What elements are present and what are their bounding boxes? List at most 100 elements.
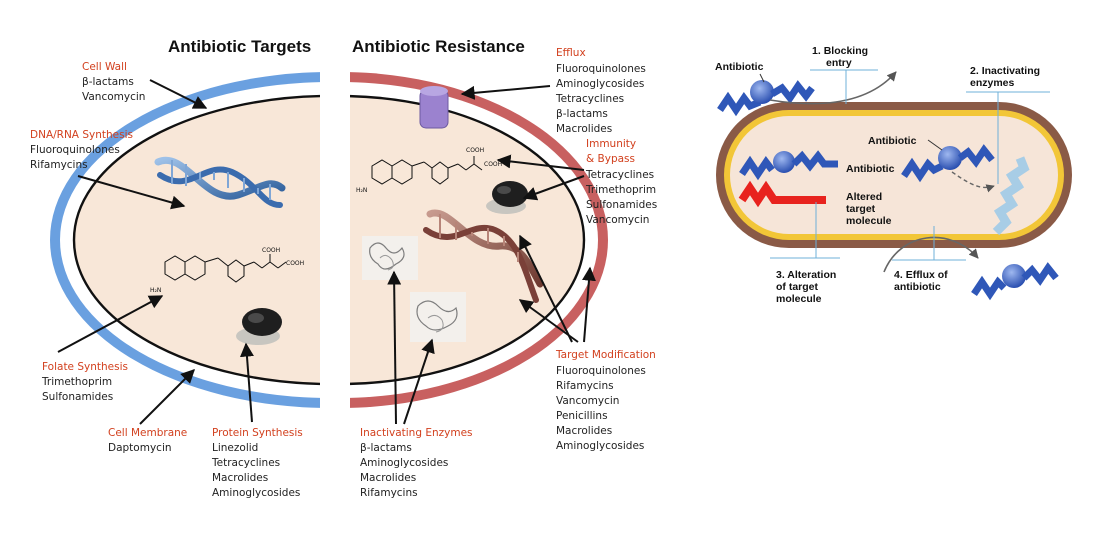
label-antibiotic-outside: Antibiotic — [715, 61, 764, 73]
item-efflux-4: Macrolides — [556, 123, 612, 135]
dna-red-icon — [423, 209, 544, 303]
label-antibiotic-target: Antibiotic — [846, 163, 895, 175]
item-immunity-3: Vancomycin — [586, 214, 649, 226]
label-target-mod: Target Modification — [555, 349, 656, 361]
enzyme-2-icon — [410, 292, 466, 342]
item-protein-2: Macrolides — [212, 472, 268, 484]
chem-nh2-right: H₂N — [356, 187, 367, 194]
antibiotic-molecule-effluxed-icon — [971, 262, 1059, 301]
label-efflux-word: Efflux of — [906, 269, 948, 281]
chem-cooh-right-2: COOH — [484, 161, 502, 168]
item-membrane-0: Daptomycin — [108, 442, 172, 454]
antibiotic-molecule-outside-icon — [717, 80, 815, 117]
label-inactivating-2: enzymes — [970, 77, 1015, 89]
altered-target-molecule-icon — [738, 180, 826, 208]
leader-antibiotic-outside — [759, 73, 765, 83]
item-target-mod-5: Aminoglycosides — [556, 440, 644, 452]
label-antibiotic-in-cell: Antibiotic — [868, 135, 917, 147]
label-membrane: Cell Membrane — [108, 427, 187, 439]
leader-antibiotic-in-cell — [927, 139, 943, 151]
label-alteration-word: Alteration — [787, 269, 836, 281]
label-alteration-num: 3. — [776, 269, 785, 281]
label-blocking-1: 1. Blocking — [812, 45, 868, 57]
label-dna-rna: DNA/RNA Synthesis — [30, 129, 133, 141]
label-alteration-3: molecule — [776, 293, 822, 305]
item-inactivating-1: Aminoglycosides — [360, 457, 448, 469]
item-efflux-2: Tetracyclines — [555, 93, 624, 105]
item-cell-wall-0: β-lactams — [82, 76, 134, 88]
item-protein-1: Tetracyclines — [211, 457, 280, 469]
chem-cooh-left-1: COOH — [262, 247, 280, 254]
resistance-arrows — [387, 85, 596, 425]
item-protein-3: Aminoglycosides — [212, 487, 300, 499]
ribosome-right-icon — [486, 181, 528, 214]
item-efflux-1: Aminoglycosides — [556, 78, 644, 90]
group-inactivating: Inactivating Enzymes β-lactams Aminoglyc… — [360, 427, 473, 499]
ribosome-icon — [236, 308, 282, 345]
efflux-pump-icon — [419, 86, 449, 129]
item-target-mod-3: Penicillins — [556, 410, 608, 422]
label-inactivating-1: 2. Inactivating — [970, 65, 1040, 77]
inactivated-antibiotic-icon — [992, 156, 1030, 236]
item-protein-0: Linezolid — [212, 442, 258, 454]
item-target-mod-2: Vancomycin — [556, 395, 619, 407]
group-immunity: Immunity & Bypass Tetracyclines Trimetho… — [585, 138, 657, 226]
enzyme-1-icon — [362, 236, 418, 280]
item-cell-wall-1: Vancomycin — [82, 91, 145, 103]
label-efflux-num: 4. — [894, 269, 903, 281]
item-folate-0: Trimethoprim — [41, 376, 112, 388]
chem-nh2-left: H₂N — [150, 287, 161, 294]
label-cell-wall: Cell Wall — [82, 61, 127, 73]
group-membrane: Cell Membrane Daptomycin — [108, 427, 187, 454]
label-altered-2: target — [846, 203, 876, 215]
group-efflux: Efflux Fluoroquinolones Aminoglycosides … — [555, 47, 646, 135]
item-efflux-0: Fluoroquinolones — [556, 63, 646, 75]
label-efflux-mech-2: antibiotic — [894, 281, 941, 293]
label-inactivating-num: 2. — [970, 65, 979, 77]
label-inactivating-word: Inactivating — [982, 65, 1040, 77]
targets-arrows — [57, 79, 254, 425]
item-dna-rna-1: Rifamycins — [30, 159, 88, 171]
folate-molecule-right-icon — [371, 156, 483, 185]
item-immunity-1: Trimethoprim — [585, 184, 656, 196]
item-target-mod-4: Macrolides — [556, 425, 612, 437]
efflux-arrow — [883, 236, 979, 273]
chem-cooh-right-1: COOH — [466, 147, 484, 154]
group-cell-wall: Cell Wall β-lactams Vancomycin — [82, 61, 145, 103]
bacterium-capsule — [716, 102, 1072, 248]
label-altered-3: molecule — [846, 215, 892, 227]
label-immunity-1: Immunity — [586, 138, 636, 150]
label-alteration-2: of target — [776, 281, 819, 293]
label-blocking-word: Blocking — [824, 45, 868, 57]
group-folate: Folate Synthesis Trimethoprim Sulfonamid… — [41, 361, 128, 403]
label-immunity-2: & Bypass — [586, 153, 635, 165]
item-immunity-0: Tetracyclines — [585, 169, 654, 181]
item-target-mod-0: Fluoroquinolones — [556, 365, 646, 377]
item-immunity-2: Sulfonamides — [586, 199, 657, 211]
item-efflux-3: β-lactams — [556, 108, 608, 120]
label-folate: Folate Synthesis — [42, 361, 128, 373]
chem-cooh-left-2: COOH — [286, 260, 304, 267]
heading-resistance: Antibiotic Resistance — [352, 37, 525, 56]
item-inactivating-2: Macrolides — [360, 472, 416, 484]
heading-targets: Antibiotic Targets — [168, 37, 311, 56]
inactivation-arrow — [951, 171, 995, 193]
item-inactivating-3: Rifamycins — [360, 487, 418, 499]
folate-molecule-icon — [164, 254, 287, 283]
label-protein: Protein Synthesis — [212, 427, 303, 439]
dna-blue-icon — [154, 156, 286, 208]
label-efflux-mech-1: 4. Efflux of — [894, 269, 948, 281]
item-dna-rna-0: Fluoroquinolones — [30, 144, 120, 156]
item-target-mod-1: Rifamycins — [556, 380, 614, 392]
antibiotic-on-target-icon — [739, 150, 838, 181]
item-folate-1: Sulfonamides — [42, 391, 113, 403]
group-target-mod: Target Modification Fluoroquinolones Rif… — [555, 349, 656, 452]
label-alteration-1: 3. Alteration — [776, 269, 836, 281]
group-protein: Protein Synthesis Linezolid Tetracycline… — [211, 427, 303, 499]
label-blocking-2: entry — [826, 57, 852, 69]
blocking-arrow — [769, 71, 897, 105]
label-blocking-num: 1. — [812, 45, 821, 57]
group-dna-rna: DNA/RNA Synthesis Fluoroquinolones Rifam… — [30, 129, 133, 171]
label-altered-1: Altered — [846, 191, 882, 203]
